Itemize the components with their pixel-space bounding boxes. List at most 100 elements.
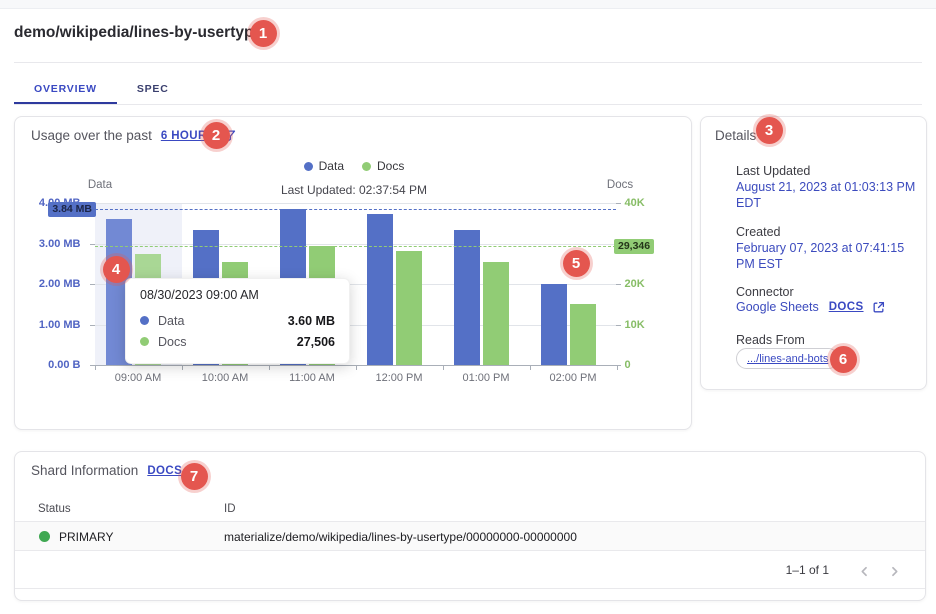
x-axis-tick: [355, 365, 357, 370]
right-axis-tick-label: 0: [624, 359, 631, 371]
x-axis-label: 01:00 PM: [462, 372, 510, 384]
annotation-badge-4: 4: [102, 255, 130, 283]
shard-docs-link[interactable]: DOCS: [147, 464, 183, 477]
chevron-left-icon[interactable]: [853, 560, 875, 582]
usage-chart: Data Docs Last Updated: 02:37:54 PM Data …: [15, 117, 693, 431]
tooltip-title: 08/30/2023 09:00 AM: [140, 288, 259, 302]
column-id: ID: [224, 503, 236, 515]
right-axis-tick-label: 10K: [624, 318, 645, 331]
right-axis-tick: [615, 284, 621, 285]
docs-bar[interactable]: [483, 262, 509, 365]
legend-label: Docs: [377, 159, 405, 173]
x-axis-line: [94, 365, 616, 366]
gridline: [94, 324, 616, 326]
created-label: Created: [736, 225, 781, 239]
annotation-badge-5: 5: [562, 249, 590, 277]
table-row[interactable]: PRIMARY materialize/demo/wikipedia/lines…: [15, 522, 925, 551]
connector-row: Google Sheets DOCS: [736, 300, 885, 314]
x-axis-tick: [268, 365, 270, 370]
connector-docs-link[interactable]: DOCS: [828, 301, 864, 313]
reads-from-chip[interactable]: .../lines-and-bots: [736, 348, 840, 369]
x-axis-tick: [529, 365, 531, 370]
last-updated-label: Last Updated: [736, 164, 811, 178]
annotation-badge-1: 1: [249, 19, 277, 47]
x-axis-label: 10:00 AM: [201, 372, 249, 384]
docs-bar[interactable]: [570, 303, 596, 365]
data-bar[interactable]: [454, 230, 480, 365]
legend-item-docs[interactable]: Docs: [362, 159, 404, 173]
usage-heading: Usage over the past: [31, 128, 152, 143]
chart-last-updated: Last Updated: 02:37:54 PM: [280, 183, 428, 197]
time-range-link[interactable]: 6 HOURS: [160, 129, 215, 142]
id-cell: materialize/demo/wikipedia/lines-by-user…: [224, 530, 577, 544]
left-axis-tick-label: 3.00 MB: [38, 237, 81, 250]
docs-max-marker: 29,346: [614, 238, 655, 254]
chevron-right-icon[interactable]: [883, 560, 905, 582]
table-header: Status ID: [15, 499, 925, 522]
connector-label: Connector: [736, 285, 794, 299]
tooltip-series-value: 3.60 MB: [287, 313, 335, 328]
pagination: 1–1 of 1: [15, 551, 925, 589]
x-axis-label: 09:00 AM: [114, 372, 162, 384]
external-link-icon[interactable]: [872, 301, 885, 314]
right-axis-tick-label: 20K: [624, 278, 645, 290]
tab-overview[interactable]: OVERVIEW: [14, 76, 117, 104]
right-axis-tick: [615, 324, 621, 326]
x-axis-tick: [94, 365, 96, 370]
tooltip-row: Data 3.60 MB: [140, 310, 335, 331]
tooltip-series-dot: [140, 337, 149, 346]
gridline: [94, 243, 616, 245]
x-axis-tick: [616, 365, 618, 370]
created-value: February 07, 2023 at 07:41:15 PM EST: [736, 241, 905, 271]
legend-label: Data: [318, 159, 344, 173]
tab-bar: OVERVIEW SPEC: [14, 76, 189, 104]
tooltip-row: Docs 27,506: [140, 331, 335, 352]
status-dot: [39, 531, 50, 542]
last-updated-value: August 21, 2023 at 01:03:13 PM EDT: [736, 180, 916, 210]
left-axis-tick-label: 2.00 MB: [38, 278, 81, 290]
column-status: Status: [38, 503, 71, 515]
left-axis-tick: [89, 324, 95, 326]
x-axis-label: 02:00 PM: [549, 372, 597, 384]
docs-max-line: [94, 246, 616, 248]
x-axis-tick: [442, 365, 444, 370]
reads-from-label: Reads From: [736, 333, 805, 347]
tooltip-series-label: Data: [158, 313, 185, 328]
tab-spec[interactable]: SPEC: [136, 83, 169, 95]
left-axis-tick-label: 1.00 MB: [38, 318, 81, 331]
pagination-label: 1–1 of 1: [785, 563, 829, 577]
annotation-badge-7: 7: [180, 462, 208, 490]
title-divider: [14, 62, 922, 63]
connector-name: Google Sheets: [736, 300, 819, 314]
data-bar[interactable]: [367, 214, 393, 365]
gridline: [94, 284, 616, 285]
x-axis-tick: [181, 365, 183, 370]
details-heading: Details: [715, 128, 757, 143]
reads-from-link[interactable]: .../lines-and-bots: [747, 352, 829, 365]
left-axis-name: Data: [87, 179, 113, 191]
left-axis-tick: [89, 243, 95, 245]
data-bar[interactable]: [541, 283, 567, 365]
x-axis-label: 12:00 PM: [375, 372, 423, 384]
data-max-marker: 3.84 MB: [48, 201, 96, 217]
left-axis-tick: [89, 284, 95, 285]
x-axis-label: 11:00 AM: [289, 372, 335, 384]
right-axis-tick: [615, 203, 621, 204]
details-header: Details: [715, 128, 756, 143]
top-chrome-strip: [0, 0, 936, 9]
legend-dot-data: [303, 161, 313, 171]
data-max-line: [94, 209, 616, 211]
shard-card: Shard Information DOCS Status ID PRIMARY…: [14, 451, 926, 601]
details-card: Details Last Updated August 21, 2023 at …: [700, 116, 927, 390]
shard-header: Shard Information DOCS: [31, 463, 202, 478]
left-axis-tick: [89, 365, 95, 366]
right-axis-tick: [615, 365, 621, 366]
legend-dot-docs: [362, 161, 371, 171]
docs-bar[interactable]: [396, 251, 422, 365]
page-title: demo/wikipedia/lines-by-usertype: [14, 24, 263, 41]
legend-item-data[interactable]: Data: [303, 159, 344, 173]
chart-tooltip: 08/30/2023 09:00 AM Data 3.60 MB Docs 27,50…: [125, 278, 350, 364]
left-axis-tick-label: 0.00 B: [48, 359, 81, 371]
status-cell: PRIMARY: [59, 530, 114, 544]
